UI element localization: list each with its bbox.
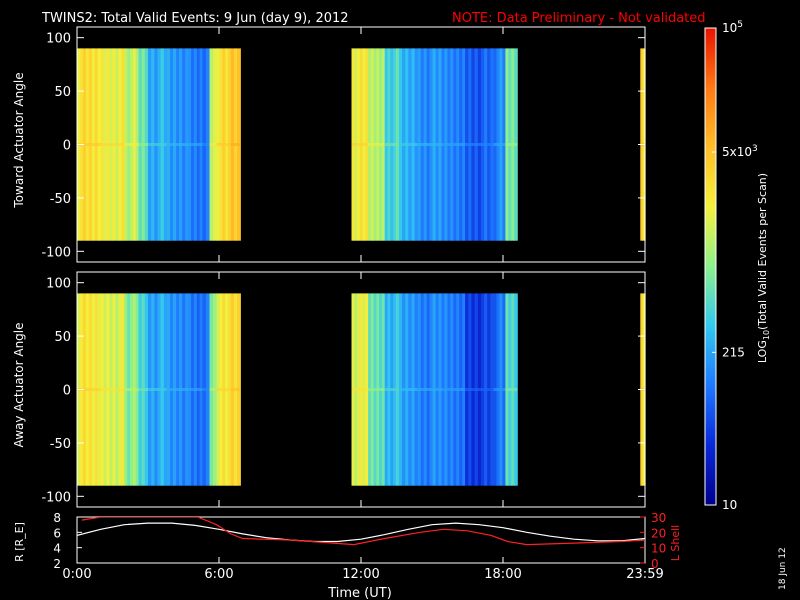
away-heatmap-column	[124, 293, 140, 486]
away-heatmap-column	[209, 293, 218, 486]
away-heatmap-column	[166, 293, 189, 486]
r-ytick-label: 6	[53, 526, 61, 540]
time-xtick-label: 12:00	[342, 567, 379, 582]
r-ytick-label: 2	[53, 557, 61, 571]
time-xtick-label: 23:59	[626, 567, 663, 582]
lshell-ytick-label: 20	[651, 526, 666, 540]
toward-ytick-label: 100	[46, 32, 71, 47]
colorbar-tick-label: 10	[722, 498, 737, 512]
away-heatmap-column	[138, 293, 149, 486]
away-heatmap-column	[493, 293, 506, 486]
away-heatmap-column	[505, 293, 518, 486]
toward-heatmap-column	[441, 48, 466, 241]
toward-heatmap-column	[493, 48, 506, 241]
away-heatmap-column	[351, 293, 369, 486]
toward-heatmap-column	[138, 48, 149, 241]
r-axis-label: R [R_E]	[13, 522, 26, 562]
lshell-ytick-label: 0	[651, 557, 659, 571]
away-heatmap-column	[398, 293, 419, 486]
colorbar-tick-label: 105	[722, 20, 743, 35]
time-axis-label: Time (UT)	[327, 586, 392, 600]
toward-heatmap-column	[100, 48, 125, 241]
away-heatmap-column	[417, 293, 443, 486]
away-heatmap-column	[100, 293, 125, 486]
l-shell-series-line	[81, 517, 645, 546]
toward-heatmap-column	[398, 48, 419, 241]
toward-heatmap-column	[209, 48, 218, 241]
away-heatmap-column	[148, 293, 168, 486]
time-xtick-label: 0:00	[62, 567, 91, 582]
toward-ytick-label: -50	[50, 192, 71, 207]
toward-heatmap-column	[351, 48, 369, 241]
away-heatmap-column	[384, 293, 400, 486]
away-heatmap-column	[216, 293, 232, 486]
time-xtick-label: 6:00	[204, 567, 233, 582]
lshell-ytick-label: 30	[651, 511, 666, 525]
toward-heatmap-column	[188, 48, 203, 241]
lshell-ytick-label: 10	[651, 542, 666, 556]
r-ytick-label: 8	[53, 511, 61, 525]
toward-ytick-label: 50	[54, 85, 71, 100]
toward-heatmap-column	[216, 48, 232, 241]
away-heatmap-panel: 100 50 0 -50 -100	[41, 271, 646, 508]
away-ytick-label: 100	[46, 277, 71, 292]
lshell-axis-label: L Shell	[669, 525, 682, 561]
r-ytick-label: 4	[53, 542, 61, 556]
away-heatmap-column	[368, 293, 386, 486]
time-xtick-label: 18:00	[484, 567, 521, 582]
toward-heatmap-column	[202, 48, 211, 241]
away-ytick-label: 0	[63, 384, 71, 399]
away-heatmap-column	[230, 293, 241, 486]
r-distance-series-line	[77, 522, 645, 543]
toward-ylabel: Toward Actuator Angle	[12, 72, 26, 208]
away-heatmap-column	[202, 293, 211, 486]
toward-heatmap-column	[417, 48, 443, 241]
toward-heatmap-column	[230, 48, 241, 241]
away-ytick-label: -50	[50, 437, 71, 452]
toward-heatmap-column	[465, 48, 495, 241]
preliminary-note: NOTE: Data Preliminary - Not validated	[452, 11, 706, 26]
away-ylabel: Away Actuator Angle	[12, 322, 26, 447]
chart-title: TWINS2: Total Valid Events: 9 Jun (day 9…	[41, 11, 349, 26]
toward-heatmap-column	[166, 48, 189, 241]
colorbar-tick-label: 5x103	[722, 144, 758, 159]
date-stamp: 18 Jun 12	[778, 547, 788, 590]
away-heatmap-column	[465, 293, 495, 486]
away-heatmap-column	[188, 293, 203, 486]
toward-ytick-label: 0	[63, 139, 71, 154]
colorbar-tick-label: 215	[722, 345, 745, 359]
toward-heatmap-panel: 100 50 0 -50 -100	[41, 26, 646, 263]
colorbar-label: LOG10(Total Valid Events per Scan)	[756, 173, 771, 363]
colorbar-gradient	[704, 27, 717, 506]
colorbar: 105 5x103 215 10	[704, 20, 758, 512]
toward-heatmap-column	[505, 48, 518, 241]
toward-heatmap-column	[368, 48, 386, 241]
away-ytick-label: 50	[54, 330, 71, 345]
away-ytick-label: -100	[41, 490, 71, 505]
toward-heatmap-column	[384, 48, 400, 241]
toward-ytick-label: -100	[41, 245, 71, 260]
toward-heatmap-column	[148, 48, 168, 241]
toward-heatmap-column	[124, 48, 140, 241]
away-heatmap-column	[441, 293, 466, 486]
